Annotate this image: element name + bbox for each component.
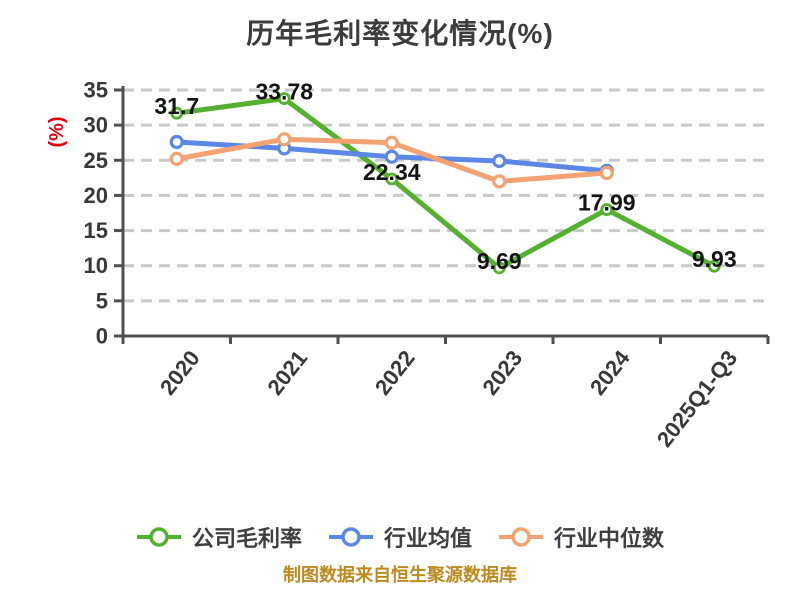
legend-item-industry-average: 行业均值	[328, 521, 472, 553]
data-point-industry-median-2022	[384, 135, 399, 150]
y-tick-label: 20	[84, 183, 108, 208]
data-point-industry-average-2020	[169, 134, 184, 150]
series-line-company-gross-margin	[174, 96, 717, 271]
y-tick-label: 35	[84, 78, 108, 103]
data-point-company-gross-margin-2022	[385, 172, 399, 186]
legend-label-company-gross-margin: 公司毛利率	[191, 526, 302, 551]
y-tick-label: 5	[96, 288, 108, 313]
point-value-label: 17.99	[578, 190, 636, 216]
point-value-label: 33.78	[255, 79, 313, 105]
y-tick-label: 0	[96, 324, 108, 349]
legend-label-industry-median: 行业中位数	[554, 526, 665, 551]
x-tick-label: 2024	[585, 345, 635, 400]
chart-title: 历年毛利率变化情况(%)	[246, 18, 554, 49]
data-point-industry-median-2020	[169, 151, 184, 166]
x-tick-label: 2023	[477, 346, 527, 400]
point-value-label: 9.93	[692, 246, 737, 272]
data-point-industry-median-2024	[599, 165, 614, 181]
legend-item-company-gross-margin: 公司毛利率	[136, 521, 302, 553]
y-tick-label: 10	[84, 253, 108, 278]
legend-marker-industry-median-icon	[499, 527, 543, 547]
data-point-company-gross-margin-2025Q1-Q3	[707, 259, 721, 273]
data-point-industry-average-2023	[492, 153, 507, 169]
x-tick-label: 2021	[262, 346, 312, 400]
y-axis-title: (%)	[46, 116, 68, 147]
point-value-label: 22.34	[363, 159, 421, 185]
y-tick-label: 25	[84, 148, 108, 173]
x-tick-label: 2022	[370, 346, 420, 400]
data-point-company-gross-margin-2021	[277, 92, 291, 105]
data-point-company-gross-margin-2020	[170, 106, 184, 120]
data-point-company-gross-margin-2023	[492, 261, 506, 275]
data-point-company-gross-margin-2024	[600, 203, 614, 216]
legend-marker-industry-average-icon	[328, 527, 373, 547]
data-point-industry-median-2021	[277, 132, 292, 147]
legend-item-industry-median: 行业中位数	[498, 521, 664, 553]
x-tick-label: 2020	[155, 346, 205, 400]
point-value-label: 31.7	[154, 93, 199, 119]
x-tick-label: 2025Q1-Q3	[652, 346, 742, 452]
legend-marker-company-gross-margin-icon	[136, 527, 181, 547]
y-tick-label: 15	[84, 218, 108, 243]
data-point-industry-median-2023	[492, 174, 507, 189]
legend: 公司毛利率 行业均值 行业中位数	[0, 521, 800, 553]
legend-label-industry-average: 行业均值	[383, 526, 472, 551]
data-source-caption: 制图数据来自恒生聚源数据库	[283, 565, 517, 585]
point-value-label: 9.69	[477, 248, 522, 274]
y-tick-label: 30	[84, 113, 108, 138]
data-point-industry-average-2022	[384, 149, 399, 164]
